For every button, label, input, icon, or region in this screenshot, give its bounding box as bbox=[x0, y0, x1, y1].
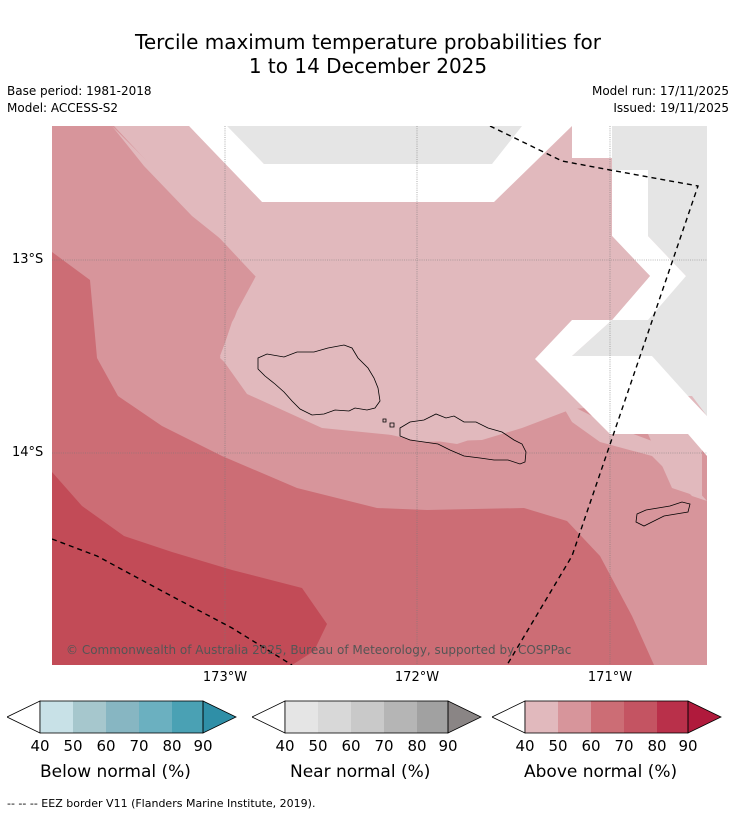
colorbar-above-bin-2 bbox=[591, 701, 624, 733]
tick-above-40: 40 bbox=[515, 737, 535, 755]
graticule bbox=[52, 126, 707, 665]
tick-below-80: 80 bbox=[162, 737, 182, 755]
island-tutuila bbox=[635, 501, 691, 527]
colorbar-below-title: Below normal (%) bbox=[40, 762, 191, 782]
region-above-40-inner-east bbox=[572, 158, 650, 320]
region-near-40-north-band bbox=[227, 126, 522, 164]
tick-near-90: 90 bbox=[438, 737, 458, 755]
colorbar-below-frame bbox=[39, 700, 204, 734]
meta-left: Base period: 1981-2018 Model: ACCESS-S2 bbox=[7, 83, 152, 117]
colorbar-near-bin-4 bbox=[417, 701, 448, 733]
island-manono bbox=[382, 418, 387, 423]
colorbar-near-bin-3 bbox=[384, 701, 417, 733]
tick-above-50: 50 bbox=[548, 737, 568, 755]
colorbar-above-bin-0 bbox=[525, 701, 558, 733]
lat-label-14s: 14°S bbox=[12, 445, 44, 460]
model-run: Model run: 17/11/2025 bbox=[591, 84, 729, 98]
map-title-line2: 1 to 14 December 2025 bbox=[248, 54, 488, 78]
colorbar-near-title: Near normal (%) bbox=[290, 762, 431, 782]
tick-below-50: 50 bbox=[63, 737, 83, 755]
colorbar-below-bin-1 bbox=[73, 701, 106, 733]
coastlines bbox=[257, 344, 691, 527]
colorbar-near-bin-1 bbox=[318, 701, 351, 733]
colorbar-near-svg bbox=[251, 700, 482, 734]
lon-label-172w: 172°W bbox=[394, 670, 440, 685]
colorbar-below-arrow-right bbox=[202, 700, 237, 734]
island-apolima bbox=[389, 422, 395, 428]
colorbar-below-bin-2 bbox=[106, 701, 139, 733]
region-above-70 bbox=[52, 472, 327, 665]
tick-near-70: 70 bbox=[374, 737, 394, 755]
lon-label-171w: 171°W bbox=[587, 670, 633, 685]
tick-near-50: 50 bbox=[308, 737, 328, 755]
tick-near-60: 60 bbox=[341, 737, 361, 755]
tick-below-70: 70 bbox=[129, 737, 149, 755]
island-savaii bbox=[257, 344, 381, 416]
colorbar-above-title: Above normal (%) bbox=[524, 762, 678, 782]
lon-label-173w: 173°W bbox=[202, 670, 248, 685]
eez-footnote: -- -- -- EEZ border V11 (Flanders Marine… bbox=[7, 797, 316, 810]
colorbar-above-bin-4 bbox=[657, 701, 688, 733]
colorbar-above-bin-3 bbox=[624, 701, 657, 733]
meta-right: Model run: 17/11/2025 Issued: 19/11/2025 bbox=[592, 83, 729, 117]
tick-above-90: 90 bbox=[678, 737, 698, 755]
base-period: Base period: 1981-2018 bbox=[7, 84, 152, 98]
colorbar-near-bin-0 bbox=[285, 701, 318, 733]
copyright-text: © Commonwealth of Australia 2025, Bureau… bbox=[66, 643, 571, 657]
tick-below-60: 60 bbox=[96, 737, 116, 755]
colorbar-above-arrow-right bbox=[687, 700, 722, 734]
colorbar-above-bin-1 bbox=[558, 701, 591, 733]
island-upolu bbox=[399, 413, 527, 465]
colorbar-above-arrow-left bbox=[491, 700, 526, 734]
colorbar-near-arrow-right bbox=[447, 700, 482, 734]
colorbar-near-frame bbox=[284, 700, 449, 734]
map-title: Tercile maximum temperature probabilitie… bbox=[0, 30, 736, 78]
colorbar-near-arrow-left bbox=[251, 700, 286, 734]
band-white-east bbox=[535, 126, 707, 456]
colorbar-below-bin-4 bbox=[172, 701, 203, 733]
lat-label-13s: 13°S bbox=[12, 252, 44, 267]
eez-border bbox=[52, 126, 699, 665]
tick-above-80: 80 bbox=[647, 737, 667, 755]
colorbar-below-arrow-left bbox=[6, 700, 41, 734]
map-svg: © Commonwealth of Australia 2025, Bureau… bbox=[52, 126, 707, 665]
colorbar-above-frame bbox=[524, 700, 689, 734]
tick-near-80: 80 bbox=[407, 737, 427, 755]
map-title-line1: Tercile maximum temperature probabilitie… bbox=[135, 30, 601, 54]
tick-below-90: 90 bbox=[193, 737, 213, 755]
region-above-40-main bbox=[114, 126, 702, 498]
model-name: Model: ACCESS-S2 bbox=[7, 101, 119, 115]
colorbar-below-bin-3 bbox=[139, 701, 172, 733]
colorbar-above-normal bbox=[491, 700, 724, 738]
colorbar-above-svg bbox=[491, 700, 722, 734]
issued-date: Issued: 19/11/2025 bbox=[613, 101, 729, 115]
tick-below-40: 40 bbox=[30, 737, 50, 755]
eez-border-south-west bbox=[52, 538, 293, 665]
tick-near-40: 40 bbox=[275, 737, 295, 755]
colorbar-near-bin-2 bbox=[351, 701, 384, 733]
eez-border-north-east bbox=[489, 126, 699, 665]
tick-above-60: 60 bbox=[581, 737, 601, 755]
probability-map: © Commonwealth of Australia 2025, Bureau… bbox=[52, 126, 707, 665]
colorbar-below-svg bbox=[6, 700, 237, 734]
colorbar-below-normal bbox=[6, 700, 237, 738]
tick-above-70: 70 bbox=[614, 737, 634, 755]
band-white-north bbox=[189, 126, 572, 202]
region-near-40-east bbox=[572, 126, 707, 416]
colorbar-near-normal bbox=[251, 700, 482, 738]
colorbar-below-bin-0 bbox=[40, 701, 73, 733]
